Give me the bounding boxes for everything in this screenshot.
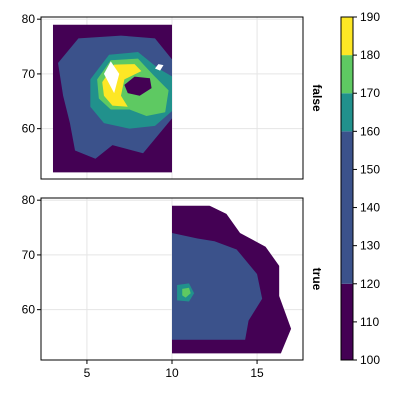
colorbar-tick-label: 110	[360, 315, 379, 329]
contour-bands	[172, 205, 292, 354]
colorbar-band	[341, 17, 353, 56]
colorbar-tick-label: 130	[360, 239, 380, 253]
colorbar-band	[341, 283, 353, 360]
colorbar-tick-label: 100	[360, 353, 380, 367]
panel-false: 60 70 80 false	[22, 12, 324, 180]
y-tick-label: 60	[22, 303, 36, 317]
colorbar-tick-label: 150	[360, 162, 380, 176]
colorbar-tick-label: 140	[360, 201, 380, 215]
contour-band	[182, 287, 191, 298]
contour-band	[172, 233, 263, 340]
colorbar-band	[341, 131, 353, 284]
colorbar: 100 110 120 130 140 150 160 170 180 190	[340, 10, 380, 367]
colorbar-tick-label: 120	[360, 277, 380, 291]
x-tick-label: 15	[250, 366, 264, 380]
x-tick-label: 10	[165, 366, 179, 380]
colorbar-tick-label: 180	[360, 48, 380, 62]
colorbar-tick-label: 160	[360, 124, 380, 138]
colorbar-band	[341, 55, 353, 94]
contour-band	[124, 76, 152, 96]
panel-true: 60 70 80 5 10 15 true	[22, 193, 324, 380]
contour-band	[154, 64, 164, 71]
strip-label: false	[310, 84, 324, 112]
y-tick-label: 70	[22, 248, 36, 262]
panel-frame	[40, 16, 304, 180]
colorbar-tick-label: 190	[360, 10, 380, 24]
colorbar-band	[341, 93, 353, 132]
colorbar-frame	[340, 16, 354, 361]
x-tick-label: 5	[84, 366, 91, 380]
contour-bands	[52, 24, 173, 173]
y-tick-label: 70	[22, 67, 36, 81]
contour-band	[103, 61, 120, 94]
y-tick-label: 80	[22, 12, 36, 26]
strip-label: true	[310, 268, 324, 291]
y-tick-label: 60	[22, 122, 36, 136]
y-tick-label: 80	[22, 193, 36, 207]
panel-layer: 60 70 80 false 60 70 80 5 10 15 true	[22, 12, 324, 380]
colorbar-tick-label: 170	[360, 86, 380, 100]
